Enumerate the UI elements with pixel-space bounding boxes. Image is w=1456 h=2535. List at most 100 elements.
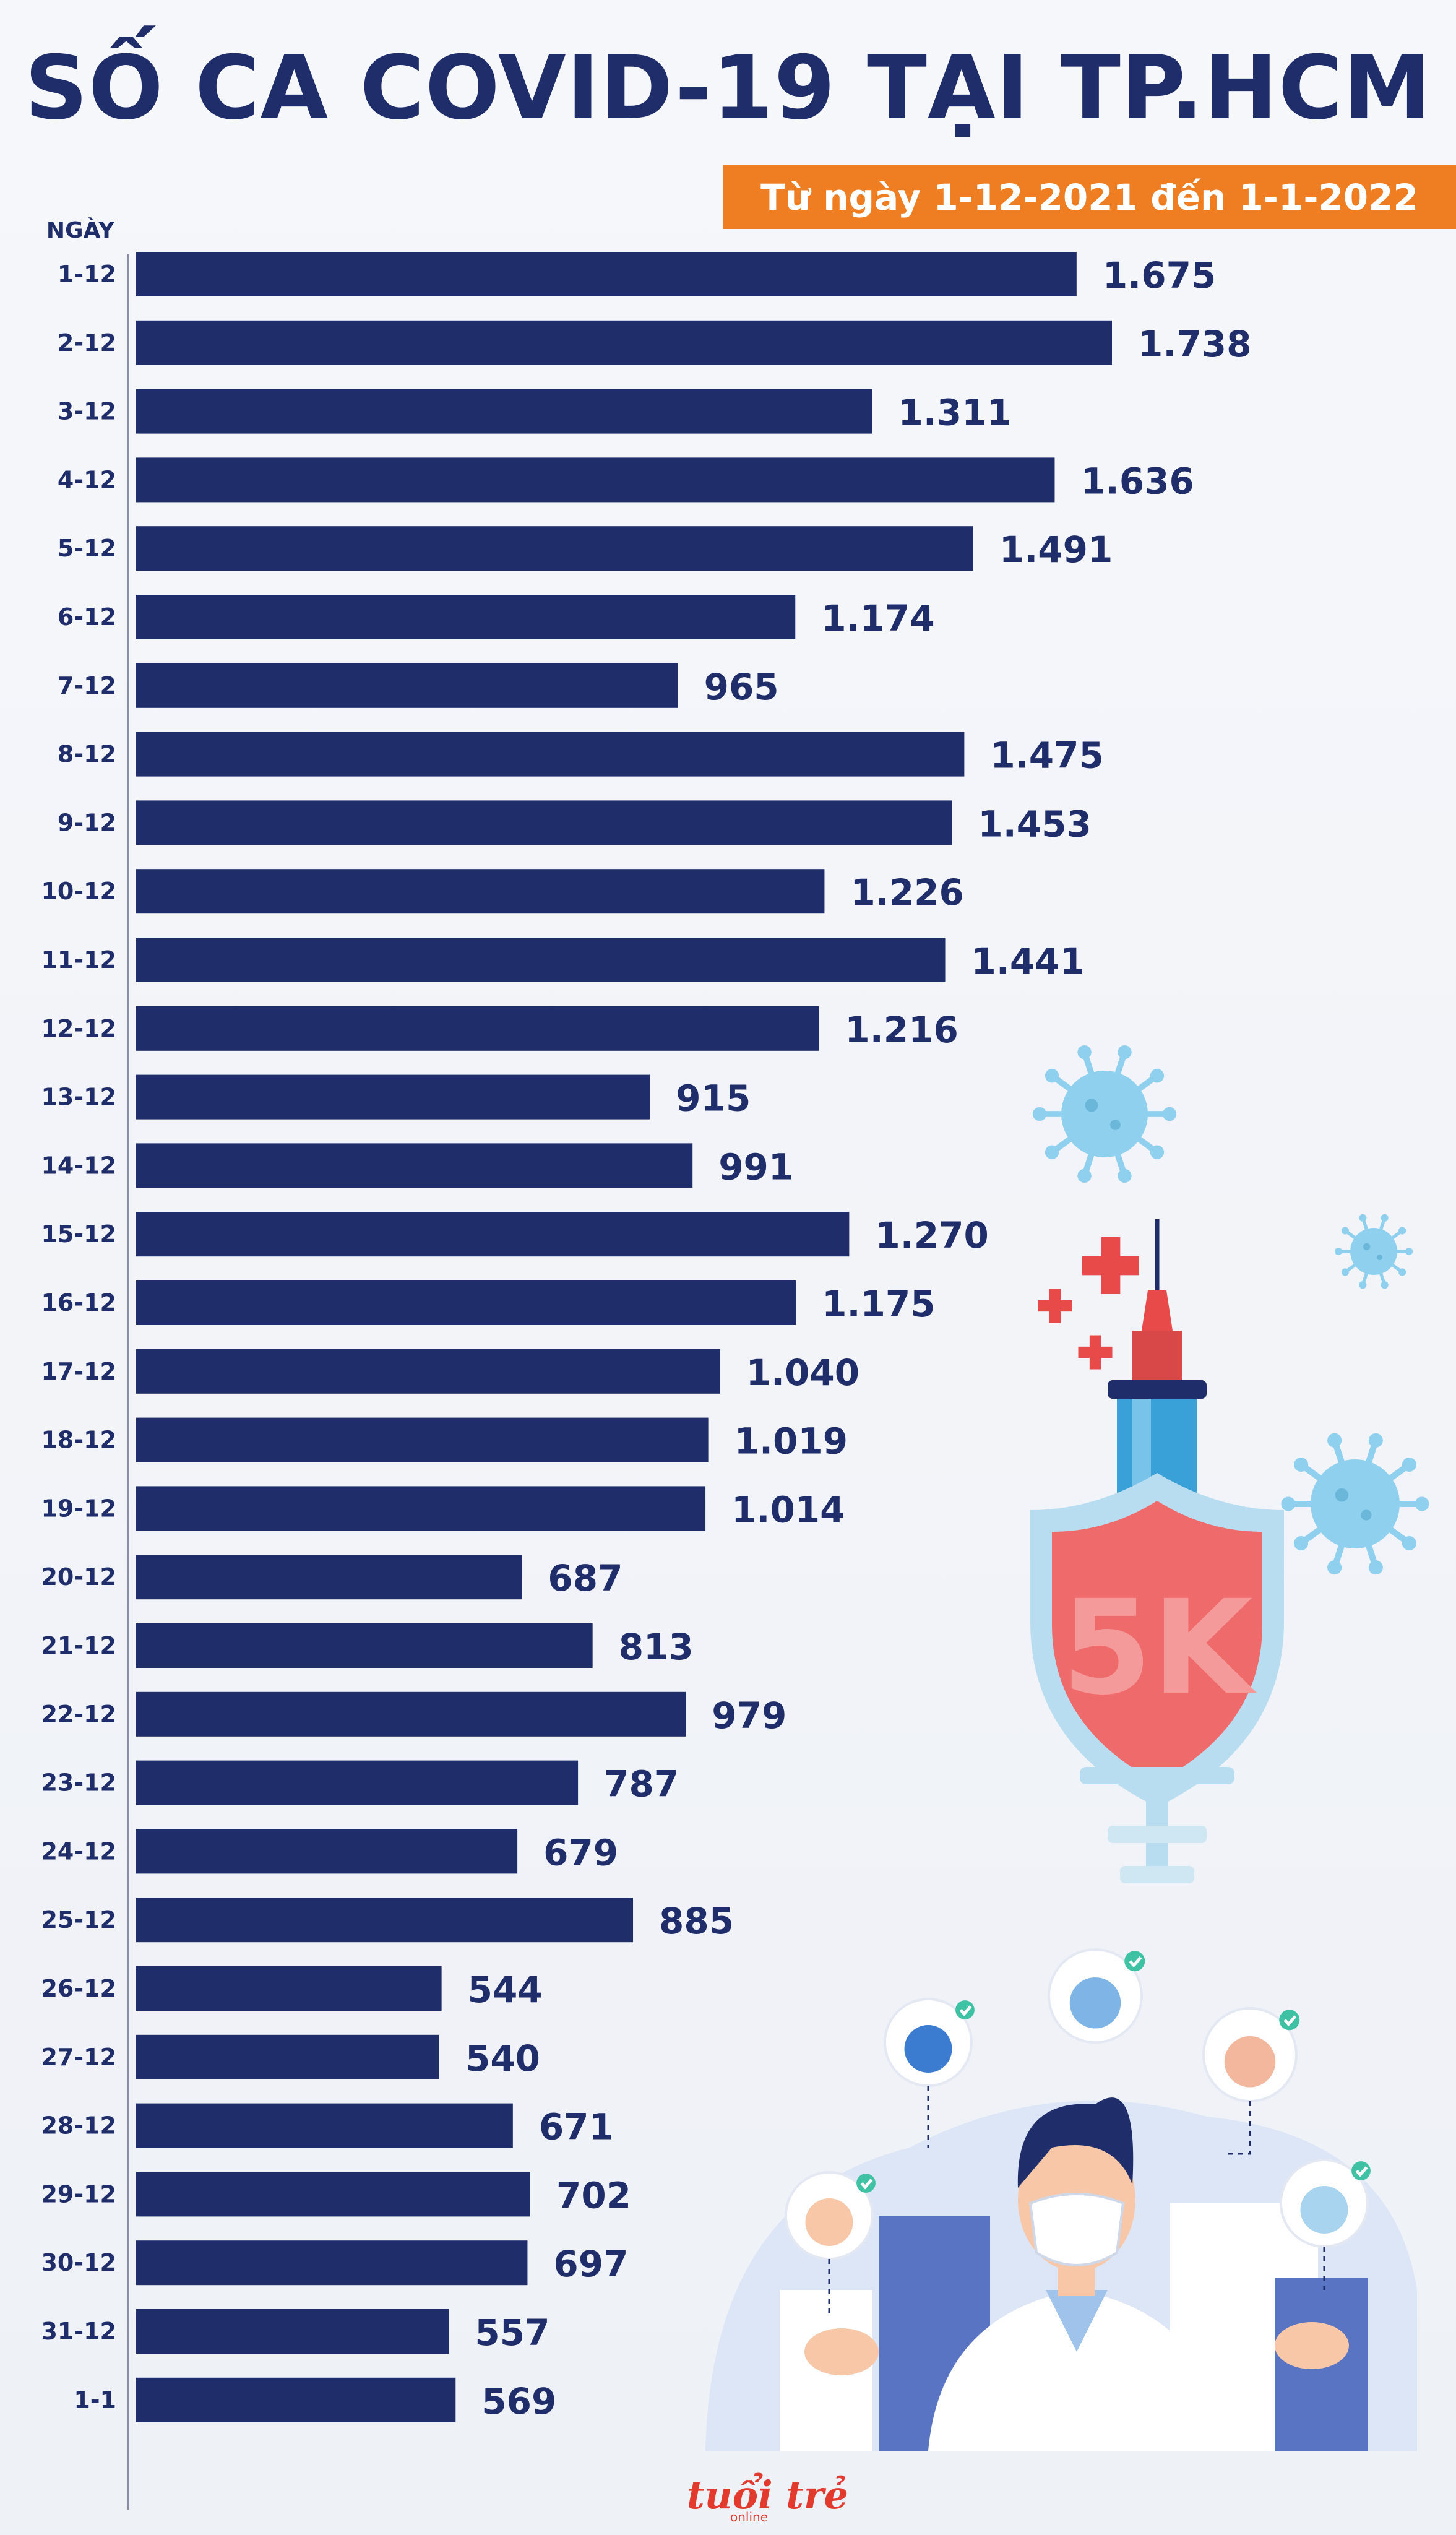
category-label: 20-12	[41, 1563, 116, 1591]
bar-7-12	[136, 663, 678, 708]
category-label: 3-12	[58, 398, 116, 425]
bar-24-12	[136, 1829, 518, 1874]
check-icon	[1124, 1951, 1145, 1972]
value-label: 569	[481, 2380, 556, 2422]
bar-13-12	[136, 1074, 650, 1120]
check-icon	[1279, 2010, 1300, 2031]
value-label: 991	[718, 1146, 793, 1188]
value-label: 697	[553, 2243, 628, 2285]
bar-19-12	[136, 1486, 706, 1531]
bar-30-12	[136, 2240, 528, 2286]
category-label: 29-12	[41, 2180, 116, 2208]
category-label: 23-12	[41, 1769, 116, 1797]
doctor-hand	[1275, 2322, 1349, 2369]
shield-icon	[1052, 1501, 1262, 1782]
virus-icon	[1350, 1228, 1397, 1275]
category-label: 19-12	[41, 1495, 116, 1522]
value-label: 1.270	[875, 1214, 988, 1256]
category-label: 30-12	[41, 2249, 116, 2276]
value-label: 544	[468, 1969, 543, 2011]
bar-28-12	[136, 2103, 513, 2148]
bar-26-12	[136, 1966, 442, 2011]
value-label: 1.040	[746, 1352, 859, 1394]
value-label: 1.014	[731, 1488, 845, 1531]
category-label: 17-12	[41, 1358, 116, 1385]
bar-17-12	[136, 1349, 720, 1394]
value-label: 979	[712, 1695, 786, 1737]
value-label: 1.226	[850, 871, 963, 913]
category-label: 31-12	[41, 2318, 116, 2345]
bar-29-12	[136, 2172, 530, 2217]
bar-1-1	[136, 2377, 456, 2422]
category-label: 7-12	[58, 672, 116, 699]
value-label: 885	[659, 1900, 734, 1942]
bar-6-12	[136, 595, 796, 639]
value-label: 1.175	[822, 1283, 935, 1325]
category-label: 15-12	[41, 1220, 116, 1248]
syringe-cap	[1108, 1380, 1207, 1399]
value-label: 557	[475, 2312, 549, 2354]
bar-1-12	[136, 252, 1077, 296]
bar-3-12	[136, 389, 872, 434]
value-label: 1.675	[1103, 254, 1216, 296]
chart-title: SỐ CA COVID-19 TẠI TP.HCM	[24, 37, 1432, 139]
category-label: 9-12	[58, 809, 116, 836]
value-label: 687	[548, 1557, 622, 1599]
bar-22-12	[136, 1691, 686, 1737]
bar-16-12	[136, 1280, 796, 1325]
value-label: 702	[556, 2174, 631, 2216]
category-label: 16-12	[41, 1289, 116, 1316]
bar-14-12	[136, 1143, 693, 1188]
category-label: 8-12	[58, 741, 116, 768]
bar-5-12	[136, 526, 973, 571]
value-label: 671	[539, 2106, 614, 2148]
bar-21-12	[136, 1623, 593, 1668]
tuoi-tre-logo: tuổi trẻ	[687, 2472, 848, 2518]
category-label: 26-12	[41, 1975, 116, 2002]
bar-11-12	[136, 938, 946, 982]
category-label: 12-12	[41, 1015, 116, 1042]
bar-27-12	[136, 2034, 439, 2079]
bar-10-12	[136, 869, 825, 914]
category-label: 28-12	[41, 2112, 116, 2140]
check-icon	[1351, 2161, 1371, 2180]
doctor-hand	[804, 2328, 879, 2375]
value-label: 1.216	[845, 1009, 958, 1051]
value-label: 1.019	[734, 1420, 848, 1462]
value-label: 1.441	[971, 940, 1085, 982]
category-label: 27-12	[41, 2044, 116, 2071]
category-label: 25-12	[41, 1906, 116, 1933]
value-label: 1.491	[999, 529, 1113, 571]
virus-icon	[1311, 1459, 1400, 1548]
category-label: 4-12	[58, 466, 116, 493]
bar-18-12	[136, 1417, 709, 1462]
value-label: 787	[604, 1763, 679, 1805]
value-label: 915	[676, 1077, 751, 1120]
shield-text: 5K	[1062, 1572, 1257, 1724]
bar-25-12	[136, 1898, 634, 1943]
y-axis-label: NGÀY	[46, 217, 115, 243]
value-label: 1.475	[990, 735, 1103, 777]
value-label: 679	[543, 1831, 618, 1873]
tuoi-tre-logo-sub: online	[730, 2510, 769, 2524]
illustration: 5K	[705, 1045, 1429, 2451]
category-label: 14-12	[41, 1152, 116, 1179]
date-range-text: Từ ngày 1-12-2021 đến 1-1-2022	[760, 176, 1418, 218]
value-label: 813	[619, 1626, 694, 1668]
value-label: 540	[465, 2037, 540, 2079]
date-range-banner: Từ ngày 1-12-2021 đến 1-1-2022	[723, 165, 1456, 229]
bar-2-12	[136, 320, 1112, 365]
bar-8-12	[136, 732, 965, 777]
category-label: 1-1	[74, 2386, 116, 2414]
bar-12-12	[136, 1006, 819, 1051]
bar-4-12	[136, 457, 1055, 503]
category-label: 1-12	[58, 261, 116, 288]
value-label: 1.174	[821, 597, 934, 639]
category-label: 13-12	[41, 1084, 116, 1111]
doctor-coat	[928, 2290, 1225, 2451]
bars: 1-12 1.675 2-12 1.738 3-12 1.311 4-12 1.636 5-12…	[41, 252, 1251, 2422]
category-label: 22-12	[41, 1701, 116, 1728]
value-label: 965	[704, 666, 779, 708]
doctor-hair	[1017, 2097, 1134, 2188]
